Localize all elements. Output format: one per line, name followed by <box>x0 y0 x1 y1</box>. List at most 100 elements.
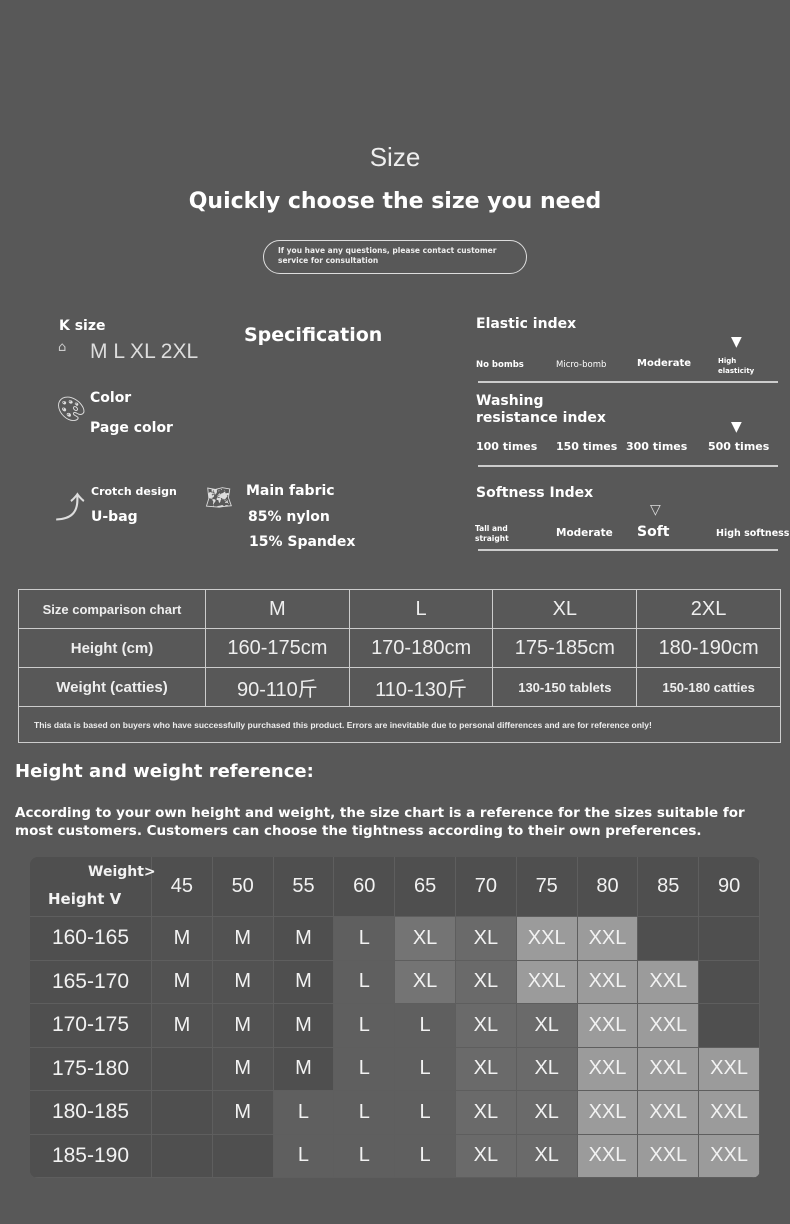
size-cell: XXL <box>638 1134 700 1178</box>
size-cell: L <box>395 1134 456 1178</box>
table-cell: 170-180cm <box>348 628 494 668</box>
size-cell: M <box>212 917 274 961</box>
empty-cell <box>638 917 700 961</box>
size-cell: L <box>334 1047 396 1091</box>
page-title: Size <box>369 142 421 172</box>
size-cell: XXL <box>577 1047 639 1091</box>
size-cell: M <box>152 917 213 961</box>
size-cell: XL <box>455 960 517 1004</box>
crotch-value: U-bag <box>91 509 138 525</box>
softness-title: Softness Index <box>476 485 594 501</box>
height-axis-label: Height V <box>48 890 122 908</box>
table-cell: 130-150 tablets <box>492 667 638 707</box>
size-cell: XXL <box>699 1134 760 1178</box>
divider <box>478 381 778 383</box>
size-cell: M <box>152 1004 213 1048</box>
washing-level: 100 times <box>476 440 538 453</box>
reference-title: Height and weight reference: <box>15 761 314 782</box>
table-cell: 110-130斤 <box>348 667 494 707</box>
size-cell: L <box>334 917 396 961</box>
weight-axis-label: Weight> <box>88 864 156 880</box>
size-cell: L <box>395 1004 456 1048</box>
size-cell: L <box>395 1047 456 1091</box>
height-label: 165-170 <box>30 960 152 1004</box>
weight-header: 70 <box>455 857 517 917</box>
divider <box>478 465 778 467</box>
size-cell: L <box>334 1091 396 1135</box>
table-cell: 175-185cm <box>492 628 638 668</box>
softness-level-selected: Soft <box>637 524 670 540</box>
size-cell: L <box>334 960 396 1004</box>
softness-level: Tall and straight <box>475 524 509 543</box>
table-row: Size comparison chart M L XL 2XL <box>18 589 781 629</box>
weight-header: 65 <box>395 857 456 917</box>
size-cell: M <box>152 960 213 1004</box>
size-cell: XL <box>516 1091 578 1135</box>
size-header: 2XL <box>636 589 781 629</box>
table-row: Weight (catties) 90-110斤 110-130斤 130-15… <box>18 667 781 707</box>
empty-cell <box>699 960 760 1004</box>
size-cell: XXL <box>516 960 578 1004</box>
size-cell: XXL <box>516 917 578 961</box>
fabric-map-icon: 🗺︎ <box>205 486 233 511</box>
size-cell: XL <box>395 917 456 961</box>
table-cell: 160-175cm <box>205 628 350 668</box>
size-header: M <box>205 589 350 629</box>
size-cell: XXL <box>638 1091 700 1135</box>
weight-header: 85 <box>638 857 700 917</box>
size-cell: XL <box>516 1134 578 1178</box>
size-cell: M <box>273 960 335 1004</box>
table-cell: 150-180 catties <box>636 667 781 707</box>
size-cell: XL <box>516 1047 578 1091</box>
size-cell: XL <box>395 960 456 1004</box>
weight-header: 50 <box>212 857 274 917</box>
size-values: M L XL 2XL <box>90 340 199 363</box>
size-reference-grid: Weight> Height V 45 50 55 60 65 70 75 80 85 90 160-1… <box>30 857 760 1178</box>
size-cell: L <box>334 1134 396 1178</box>
size-cell: XXL <box>577 960 639 1004</box>
row-label: Height (cm) <box>18 628 206 668</box>
row-label: Weight (catties) <box>18 667 206 707</box>
elastic-level: No bombs <box>476 360 524 370</box>
height-label: 175-180 <box>30 1047 152 1091</box>
u-arrow-icon: ⤴ <box>55 491 85 526</box>
table-header: Size comparison chart <box>18 589 206 629</box>
size-cell: M <box>212 1004 274 1048</box>
size-header: XL <box>492 589 638 629</box>
size-cell: XXL <box>577 917 639 961</box>
weight-header: 45 <box>152 857 213 917</box>
reference-description: According to your own height and weight,… <box>15 805 745 839</box>
spec-heading: Specification <box>244 324 383 346</box>
washing-title: Washing resistance index <box>476 393 606 426</box>
empty-cell <box>212 1134 274 1178</box>
contact-note: If you have any questions, please contac… <box>263 240 527 274</box>
color-value: Page color <box>90 420 173 436</box>
size-cell: L <box>273 1091 335 1135</box>
weight-header: 60 <box>334 857 396 917</box>
size-cell: XXL <box>577 1134 639 1178</box>
size-cell: XXL <box>638 1004 700 1048</box>
weight-header: 80 <box>577 857 639 917</box>
size-cell: L <box>395 1091 456 1135</box>
table-row: Height (cm) 160-175cm 170-180cm 175-185c… <box>18 628 781 668</box>
size-cell: M <box>212 1091 274 1135</box>
table-note: This data is based on buyers who have su… <box>18 706 781 743</box>
selected-arrow-icon: ▼ <box>731 334 742 350</box>
height-label: 180-185 <box>30 1091 152 1135</box>
size-cell: XL <box>455 1047 517 1091</box>
color-label: Color <box>90 390 132 406</box>
size-cell: XXL <box>577 1091 639 1135</box>
height-label: 160-165 <box>30 917 152 961</box>
crotch-label: Crotch design <box>91 485 177 498</box>
empty-cell <box>152 1134 213 1178</box>
size-cell: XXL <box>577 1004 639 1048</box>
empty-cell <box>152 1047 213 1091</box>
table-row: This data is based on buyers who have su… <box>18 706 781 743</box>
size-cell: XXL <box>638 1047 700 1091</box>
washing-level-selected: 500 times <box>708 440 770 453</box>
height-label: 185-190 <box>30 1134 152 1178</box>
size-cell: XXL <box>638 960 700 1004</box>
size-cell: M <box>212 960 274 1004</box>
elastic-level: Micro-bomb <box>556 360 607 370</box>
height-label: 170-175 <box>30 1004 152 1048</box>
